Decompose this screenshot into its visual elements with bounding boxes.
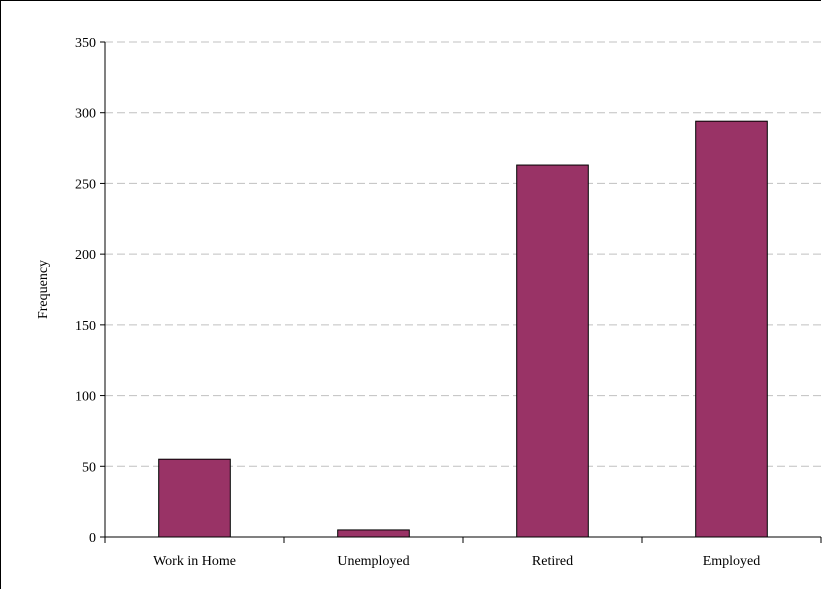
bar	[516, 164, 589, 538]
bar	[695, 120, 768, 538]
x-tick-label: Unemployed	[337, 554, 409, 569]
x-tick-labels: Work in Home Unemployed Retired Employed	[153, 554, 760, 569]
y-tick-label: 200	[75, 248, 96, 263]
x-tick-label: Retired	[532, 554, 573, 569]
x-tick-label: Employed	[703, 554, 761, 569]
axes	[100, 41, 822, 543]
y-tick-label: 50	[82, 460, 96, 475]
y-tick-label: 150	[75, 319, 96, 334]
y-tick-label: 250	[75, 177, 96, 192]
bars	[158, 120, 768, 538]
y-tick-label: 0	[89, 531, 96, 546]
y-tick-label: 100	[75, 390, 96, 405]
y-axis-title: Frequency	[36, 260, 51, 319]
y-tick-labels: 0 50 100 150 200 250 300 350	[75, 36, 96, 546]
bar	[158, 458, 231, 538]
y-tick-label: 300	[75, 107, 96, 122]
bar	[337, 529, 410, 538]
x-tick-label: Work in Home	[153, 554, 236, 569]
y-tick-label: 350	[75, 36, 96, 51]
